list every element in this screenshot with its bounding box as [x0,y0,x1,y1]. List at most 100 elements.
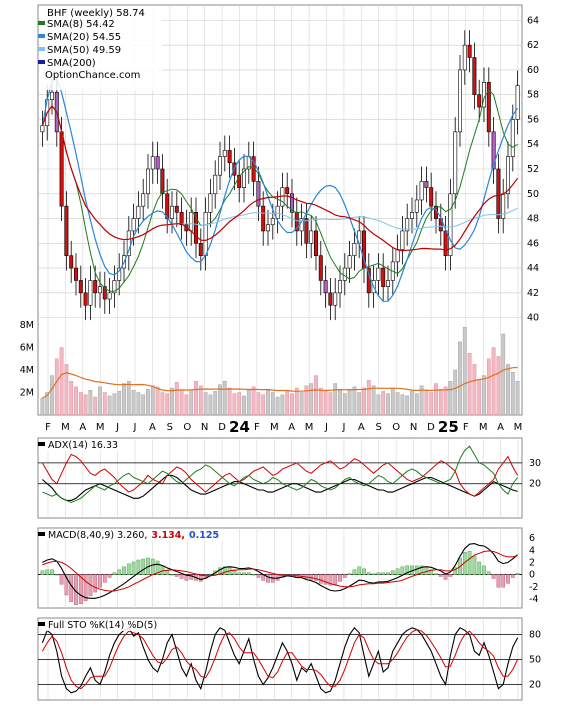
candle-body [515,85,520,120]
macd-histogram-bar [477,561,482,575]
candle-body [410,212,414,219]
volume-bar [323,390,328,416]
macd-tick-label: -2 [529,582,538,593]
x-tick-label: A [497,422,504,433]
volume-tick-label: 8M [20,320,34,331]
candle-body [78,280,83,294]
macd-histogram-bar [251,574,256,576]
macd-histogram-bar [342,574,347,578]
candle-body [323,280,328,294]
macd-histogram-bar [496,574,501,588]
volume-bar [227,387,232,416]
volume-bar [506,364,510,416]
price-tick-label: 48 [527,214,539,225]
candle-body [98,286,102,294]
candle-body [342,267,347,281]
macd-histogram-bar [50,569,54,575]
volume-bar [333,383,338,416]
volume-bar [93,396,98,416]
macd-histogram-bar [59,574,64,585]
macd-histogram-bar [390,570,395,575]
volume-bar [414,393,419,416]
macd-histogram-bar [54,574,59,576]
plus-di-line [42,445,518,504]
volume-bar [462,327,467,416]
x-tick-label: M [96,422,105,433]
x-tick-label: O [392,422,400,433]
sto-d-line [41,628,519,690]
macd-histogram-bar [170,574,174,576]
volume-bar [194,381,198,416]
macd-histogram-bar [131,561,136,575]
candle-body [208,193,213,213]
candle-body [213,174,218,195]
volume-bar [83,394,88,416]
volume-bar [381,391,386,416]
x-tick-label: J [324,422,328,433]
volume-tick-label: 6M [20,343,34,354]
candle-body [222,150,227,157]
volume-bar [218,384,222,416]
volume-bar [453,369,458,416]
macd-histogram-bar [126,563,131,575]
candle-body [510,119,515,157]
legend-sma200: SMA(200) [47,58,96,69]
macd-histogram-bar [40,570,45,575]
volume-bar [491,347,496,416]
sto-tick-label: 20 [529,680,541,691]
candle-body [74,267,78,281]
candle-body [146,168,150,195]
candle-body [174,205,179,213]
volume-bar [122,383,126,416]
volume-bars [40,327,520,416]
sto-k-line [41,626,519,694]
price-tick-label: 60 [527,65,539,76]
candle-body [83,292,88,306]
macd-label: MACD(8,40,9) 3.260, 3.134, 0.125 [48,530,219,541]
sto-tick-label: 50 [529,655,541,666]
candle-body [93,280,98,294]
volume-bar [174,382,179,416]
x-tick-label: J [341,422,345,433]
adx-line [42,474,518,501]
macd-histogram-bar [419,565,424,575]
volume-bar [261,394,266,416]
volume-bar [366,379,371,416]
macd-histogram-bar [102,574,107,583]
volume-bar [170,387,174,416]
x-tick-label: N [410,422,417,433]
candle-body [381,267,386,287]
volume-bar [362,387,366,416]
legend-swatch-sma8 [38,21,45,25]
price-tick-label: 62 [527,40,539,51]
x-tick-label: A [149,422,156,433]
volume-bar [410,391,414,416]
x-tick-label: N [201,422,208,433]
volume-bar [251,386,256,416]
candle-body [64,205,69,256]
volume-average-line [42,366,518,399]
x-tick-label: 24 [229,418,250,436]
candle-body [218,156,222,176]
macd-histogram-bar [150,558,155,575]
sto-y-axis: 20 50 80 [529,630,541,691]
volume-bar [342,393,347,416]
candle-body [486,82,491,133]
volume-bar [208,394,213,416]
volume-bar [270,392,275,416]
candle-body [424,181,429,188]
candle-body [155,156,160,170]
macd-histogram-bar [246,572,251,575]
macd-histogram-bar [184,574,189,581]
candle-body [131,218,136,232]
macd-histogram-bar [434,573,438,575]
macd-panel-frame [37,527,523,609]
macd-histogram-bar [256,574,261,578]
macd-histogram-bar [347,573,352,575]
volume-bar [141,394,146,416]
macd-histogram-bar [438,574,443,577]
volume-bar [237,392,242,416]
candle-body [352,243,357,256]
candle-body [136,205,141,219]
